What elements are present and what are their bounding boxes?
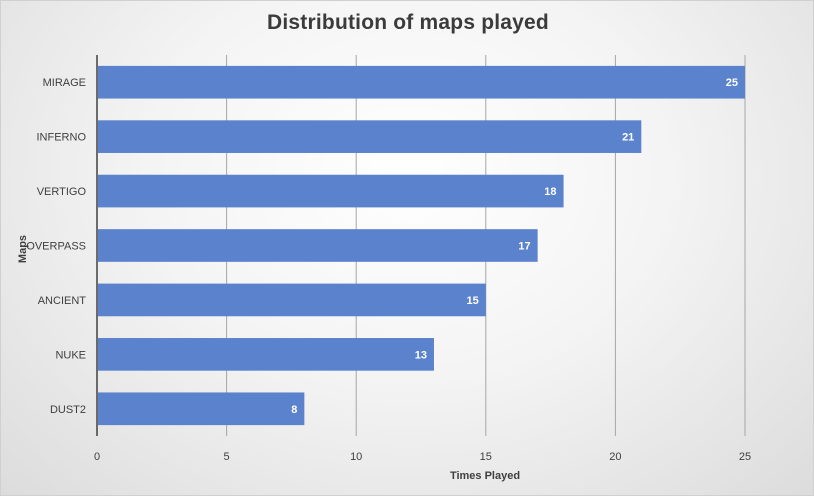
data-label-mirage: 25 bbox=[726, 77, 738, 89]
x-tick-label: 25 bbox=[739, 451, 751, 463]
x-tick-label: 5 bbox=[224, 451, 230, 463]
data-label-nuke: 13 bbox=[415, 349, 427, 361]
chart-title: Distribution of maps played bbox=[267, 11, 549, 34]
y-tick-label: MIRAGE bbox=[43, 77, 86, 89]
bar-nuke bbox=[98, 338, 434, 371]
data-label-dust2: 8 bbox=[291, 404, 297, 416]
y-axis-title: Maps bbox=[17, 235, 29, 263]
x-tick-label: 0 bbox=[94, 451, 100, 463]
bar-mirage bbox=[98, 65, 745, 99]
x-tick-label: 10 bbox=[350, 451, 362, 463]
bar-inferno bbox=[98, 120, 642, 153]
x-tick-label: 20 bbox=[609, 451, 621, 463]
y-tick-label: OVERPASS bbox=[26, 241, 86, 253]
bars: 25 21 18 17 15 13 8 bbox=[98, 65, 745, 426]
y-tick-label: ANCIENT bbox=[38, 295, 87, 307]
bar-dust2 bbox=[98, 392, 305, 426]
bar-overpass bbox=[98, 229, 538, 262]
axes: 0 5 10 15 20 25 MIRAGE INFERNO VERTIGO OVERPASS AN… bbox=[26, 55, 751, 463]
data-label-overpass: 17 bbox=[518, 241, 530, 253]
y-tick-label: VERTIGO bbox=[37, 186, 87, 198]
y-tick-label: INFERNO bbox=[37, 132, 87, 144]
data-label-vertigo: 18 bbox=[544, 186, 556, 198]
bar-vertigo bbox=[98, 174, 564, 208]
bar-ancient bbox=[98, 283, 486, 317]
y-tick-label: DUST2 bbox=[50, 404, 86, 416]
x-tick-label: 15 bbox=[480, 451, 492, 463]
data-label-inferno: 21 bbox=[622, 132, 634, 144]
x-axis-title: Times Played bbox=[450, 470, 520, 482]
y-tick-label: NUKE bbox=[55, 349, 86, 361]
data-label-ancient: 15 bbox=[467, 295, 479, 307]
